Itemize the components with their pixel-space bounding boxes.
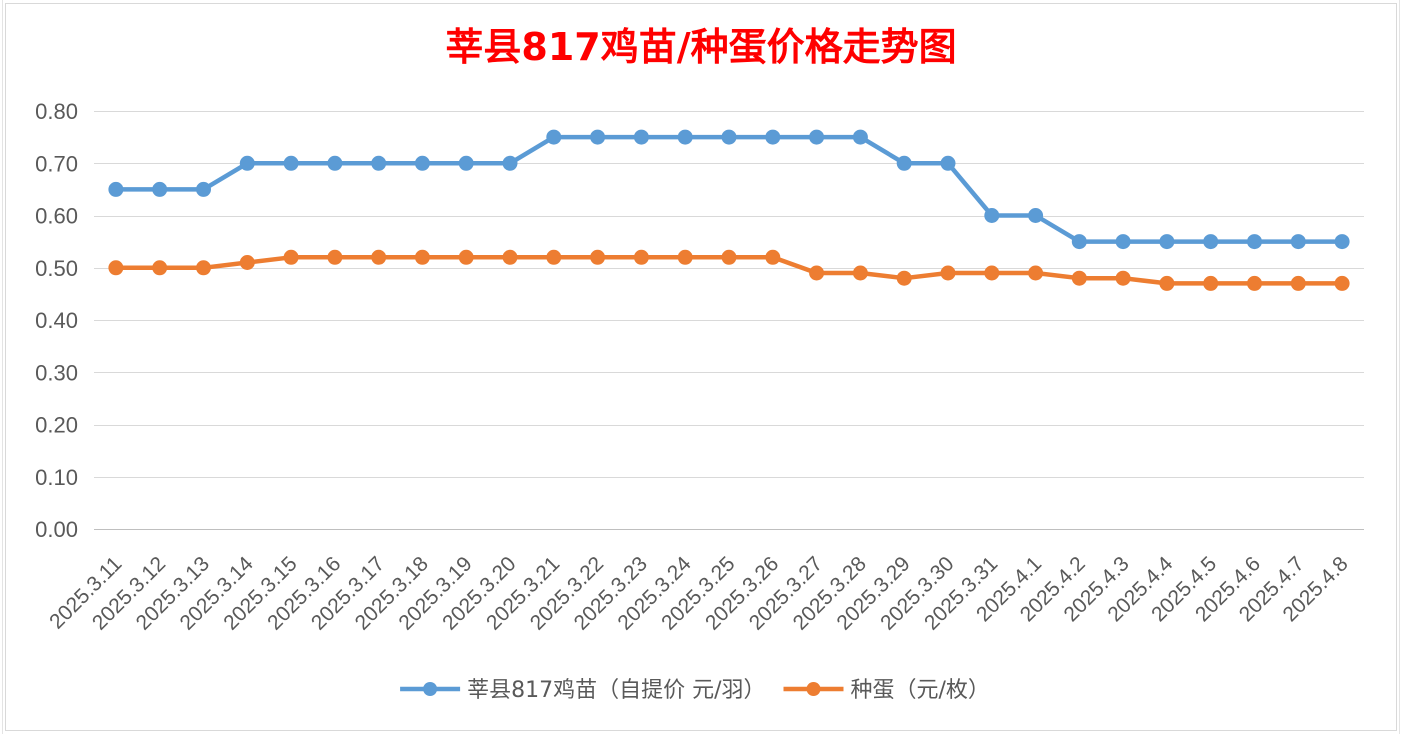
egg-price-point [1290, 275, 1306, 291]
egg-price-point [896, 270, 912, 286]
egg-price-point [152, 260, 168, 276]
egg-price-point [1115, 270, 1131, 286]
egg-price-point [809, 265, 825, 281]
egg-price-point [765, 249, 781, 265]
chick-price-point [1028, 208, 1044, 223]
egg-price-point [940, 265, 956, 281]
chick-price-point [1203, 234, 1219, 250]
chick-price-point [458, 155, 474, 171]
chick-price-point [414, 155, 430, 171]
chick-price-point [502, 155, 518, 171]
chick-price-point [371, 155, 387, 171]
y-tick-label: 0.00 [35, 517, 78, 542]
y-tick-label: 0.60 [35, 204, 78, 229]
chick-price-point [677, 129, 693, 145]
chick-price-point [327, 155, 343, 171]
legend-item-egg-price: 种蛋（元/枚） [783, 678, 990, 703]
chick-price-point [590, 129, 606, 145]
chick-price-point [765, 129, 781, 145]
egg-price-point [633, 249, 649, 265]
chick-price-point [108, 181, 124, 197]
chick-price-point [984, 208, 1000, 223]
chick-price-point [283, 155, 299, 171]
chart-border [5, 3, 1397, 731]
chick-price-point [546, 129, 562, 145]
chick-price-point [152, 181, 168, 197]
y-tick-label: 0.30 [35, 360, 78, 385]
chick-price-point [196, 181, 211, 197]
y-axis-labels: 0.00 0.10 0.20 0.30 0.40 0.50 0.60 0.70 0.80 [35, 99, 78, 542]
chick-price-point [633, 129, 649, 145]
chick-price-point [1115, 234, 1131, 250]
egg-price-point [458, 249, 474, 265]
y-tick-label: 0.50 [35, 256, 78, 281]
y-tick-label: 0.10 [35, 465, 78, 490]
chick-price-point [809, 129, 825, 145]
egg-price-point [502, 249, 518, 265]
y-tick-label: 0.80 [35, 99, 78, 124]
egg-price-point [196, 260, 211, 276]
egg-price-point [721, 249, 737, 265]
chick-price-point [1247, 234, 1262, 250]
chick-price-point [239, 155, 255, 171]
chick-price-point [721, 129, 737, 145]
egg-price-point [546, 249, 562, 265]
chick-price-point [896, 155, 912, 171]
y-tick-label: 0.20 [35, 413, 78, 438]
egg-price-point [1071, 270, 1087, 286]
egg-price-point [1159, 275, 1175, 291]
egg-price-point [1247, 275, 1262, 291]
egg-price-point [590, 249, 606, 265]
egg-price-point [1334, 275, 1350, 291]
chick-price-point [940, 155, 956, 171]
legend-marker [806, 682, 821, 696]
chick-price-point [1290, 234, 1306, 250]
legend-label: 种蛋（元/枚） [851, 678, 990, 703]
egg-price-point [852, 265, 868, 281]
egg-price-point [984, 265, 1000, 281]
y-tick-label: 0.40 [35, 308, 78, 333]
chick-price-point [852, 129, 868, 145]
legend-item-chick-price: 莘县817鸡苗（自提价 元/羽） [400, 678, 766, 703]
legend-label: 莘县817鸡苗（自提价 元/羽） [467, 678, 765, 703]
egg-price-point [677, 249, 693, 265]
egg-price-point [414, 249, 430, 265]
egg-price-point [371, 249, 387, 265]
chick-price-point [1334, 234, 1350, 250]
y-gridlines [94, 111, 1364, 530]
egg-price-point [1203, 275, 1219, 291]
egg-price-point [239, 255, 255, 270]
legend-marker [423, 682, 438, 696]
chick-price-point [1159, 234, 1175, 250]
egg-price-point [108, 260, 124, 276]
chick-price-point [1071, 234, 1087, 250]
legend: 莘县817鸡苗（自提价 元/羽） 种蛋（元/枚） [400, 678, 990, 703]
chart-title: 莘县817鸡苗/种蛋价格走势图 [445, 25, 956, 69]
y-tick-label: 0.70 [35, 151, 78, 176]
egg-price-point [283, 249, 299, 265]
plot-series [108, 129, 1350, 291]
egg-price-point [327, 249, 343, 265]
egg-price-point [1028, 265, 1044, 281]
